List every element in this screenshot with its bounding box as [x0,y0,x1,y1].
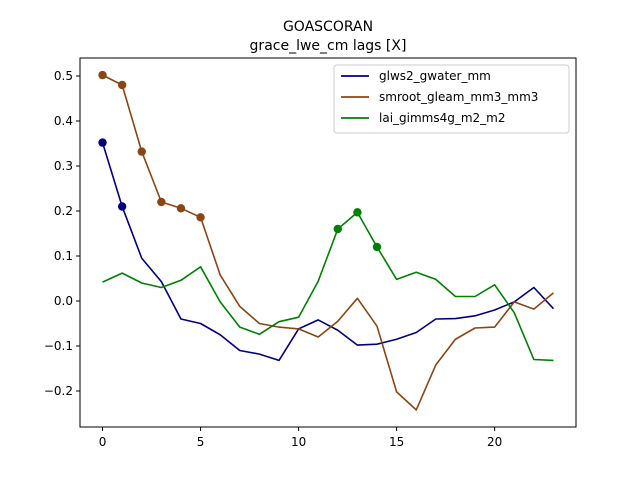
y-tick-label: 0.2 [54,204,73,218]
x-tick-label: 15 [389,435,404,449]
legend-label: smroot_gleam_mm3_mm3 [379,90,538,104]
series-line-glws2_gwater_mm [101,142,555,362]
legend-box [333,64,570,134]
chart-subtitle: grace_lwe_cm lags [X] [250,38,407,54]
data-point-smroot_gleam_mm3_mm3 [117,80,127,90]
y-tick-label: −0.1 [44,339,73,353]
y-tick-label: −0.2 [44,384,73,398]
x-tick-label: 0 [99,435,107,449]
plot-frame [79,57,577,428]
x-tick-label: 10 [291,435,306,449]
legend: glws2_gwater_mm smroot_gleam_mm3_mm3 lai_g… [333,64,570,134]
y-tick-label: 0.4 [54,114,73,128]
legend-label: lai_gimms4g_m2_m2 [379,111,506,125]
chart-title: GOASCORAN [283,19,373,35]
legend-label: glws2_gwater_mm [379,69,491,83]
data-point-smroot_gleam_mm3_mm3 [98,70,107,80]
plot-area [98,70,555,411]
data-point-smroot_gleam_mm3_mm3 [176,204,186,213]
y-tick-label: 0.0 [54,294,73,308]
data-point-glws2_gwater_mm [117,202,127,211]
y-tick-label: 0.1 [54,249,73,263]
data-point-lai_gimms4g_m2_m2 [333,224,343,234]
data-point-lai_gimms4g_m2_m2 [372,242,382,252]
x-tick-label: 20 [487,435,502,449]
axes: 0 5 10 15 20 −0.2 −0.1 0.0 0.1 0.2 0.3 0.4 0.5 [44,69,502,449]
data-point-lai_gimms4g_m2_m2 [353,208,362,217]
y-tick-label: 0.5 [54,69,73,83]
data-point-glws2_gwater_mm [98,138,107,147]
x-tick-label: 5 [197,435,205,449]
data-point-smroot_gleam_mm3_mm3 [157,197,166,207]
series-line-lai_gimms4g_m2_m2 [102,211,554,362]
y-tick-label: 0.3 [54,159,73,173]
data-point-smroot_gleam_mm3_mm3 [137,147,146,156]
data-point-smroot_gleam_mm3_mm3 [196,213,205,222]
